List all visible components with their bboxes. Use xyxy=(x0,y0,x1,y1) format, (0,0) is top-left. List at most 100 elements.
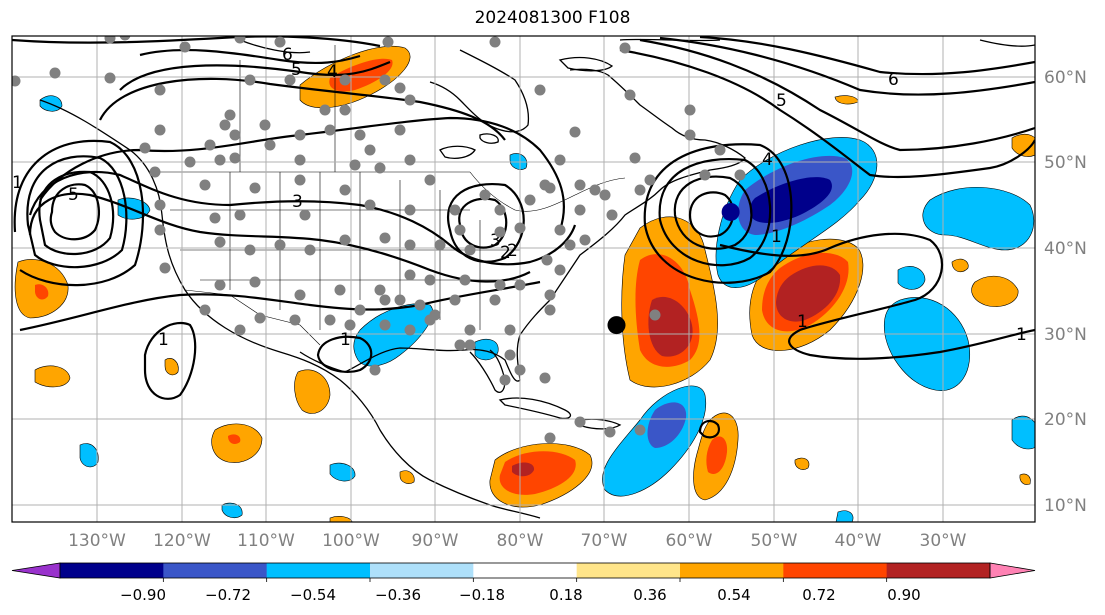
lon-label: 100°W xyxy=(322,531,380,551)
station-marker xyxy=(539,372,551,384)
station-marker xyxy=(699,169,711,181)
contour-label: 1 xyxy=(1016,325,1027,345)
station-marker xyxy=(464,324,476,336)
station-marker xyxy=(364,199,376,211)
contour-label: 6 xyxy=(888,70,899,90)
station-marker xyxy=(304,244,316,256)
longitude-labels: 130°W 120°W 110°W 100°W 90°W 80°W 70°W 6… xyxy=(68,531,967,551)
contour-label: 1 xyxy=(771,227,782,247)
station-marker xyxy=(574,416,586,428)
north-america-coastline xyxy=(39,99,541,519)
highlight-marker-navy xyxy=(721,202,740,221)
station-marker xyxy=(634,184,646,196)
station-marker xyxy=(219,119,231,131)
map-title: 2024081300 F108 xyxy=(474,8,631,28)
station-marker xyxy=(619,42,631,54)
station-marker xyxy=(104,72,116,84)
station-marker xyxy=(234,209,246,221)
station-marker xyxy=(554,224,566,236)
colorbar-tick-label: 0.72 xyxy=(802,586,835,604)
station-marker xyxy=(119,36,131,41)
station-markers xyxy=(12,36,746,444)
station-marker xyxy=(524,194,536,206)
lon-label: 110°W xyxy=(237,531,295,551)
latitude-labels: 60°N 50°N 40°N 30°N 20°N 10°N xyxy=(1044,68,1087,516)
station-marker xyxy=(579,234,591,246)
colorbar-segment xyxy=(680,563,784,578)
colorbar-tick-label: −0.72 xyxy=(205,586,251,604)
station-marker xyxy=(214,154,226,166)
station-marker xyxy=(229,129,241,141)
station-marker xyxy=(589,184,601,196)
colorbar-tick-label: −0.90 xyxy=(120,586,166,604)
lat-label: 40°N xyxy=(1044,239,1087,259)
station-marker xyxy=(514,364,526,376)
station-marker xyxy=(629,152,641,164)
colorbar-extend-high xyxy=(989,562,1036,579)
station-marker xyxy=(464,339,476,351)
station-marker xyxy=(449,294,461,306)
station-marker xyxy=(479,189,491,201)
coastlines xyxy=(39,38,1035,519)
station-marker xyxy=(104,36,116,44)
station-marker xyxy=(324,124,336,136)
colorbar-tick-label: 0.54 xyxy=(717,586,750,604)
station-marker xyxy=(214,279,226,291)
station-marker xyxy=(199,179,211,191)
station-marker xyxy=(204,139,216,151)
contour-label: 6 xyxy=(282,45,293,65)
station-marker xyxy=(274,239,286,251)
lat-label: 20°N xyxy=(1044,410,1087,430)
contour-label: 3 xyxy=(292,192,303,212)
colorbar-segment xyxy=(163,563,268,578)
station-marker xyxy=(229,152,241,164)
station-marker xyxy=(154,224,166,236)
station-marker xyxy=(574,179,586,191)
station-marker xyxy=(49,67,61,79)
contour-label: 4 xyxy=(327,62,338,82)
station-marker xyxy=(394,294,406,306)
station-marker xyxy=(284,74,296,86)
station-marker xyxy=(604,426,616,438)
colorbar-tick-label: 0.18 xyxy=(549,586,582,604)
station-marker xyxy=(339,184,351,196)
lon-label: 30°W xyxy=(920,531,967,551)
station-marker xyxy=(209,212,221,224)
colorbar-segment xyxy=(783,563,888,578)
station-marker xyxy=(274,36,286,48)
station-marker xyxy=(734,169,746,181)
station-marker xyxy=(379,74,391,86)
station-marker xyxy=(449,204,461,216)
station-marker xyxy=(354,129,366,141)
station-marker xyxy=(514,222,526,234)
station-marker xyxy=(544,432,556,444)
station-marker xyxy=(224,109,236,121)
station-marker xyxy=(159,262,171,274)
station-marker xyxy=(339,104,351,116)
station-marker xyxy=(294,289,306,301)
contour-label: 2 xyxy=(507,241,518,261)
map-frame xyxy=(11,35,1036,523)
station-marker xyxy=(534,84,546,96)
station-marker xyxy=(644,174,656,186)
station-marker xyxy=(259,119,271,131)
station-marker xyxy=(334,284,346,296)
station-marker xyxy=(499,374,511,386)
station-marker xyxy=(364,144,376,156)
station-marker xyxy=(494,204,506,216)
station-marker xyxy=(489,36,501,48)
station-marker xyxy=(599,189,611,201)
station-marker xyxy=(459,274,471,286)
station-marker xyxy=(354,304,366,316)
highlight-marker-black xyxy=(607,316,626,335)
contour-label: 1 xyxy=(797,312,808,332)
colorbar-segment xyxy=(886,563,991,578)
lon-label: 90°W xyxy=(412,531,459,551)
colorbar-tick-label: 0.36 xyxy=(633,586,666,604)
station-marker xyxy=(234,36,246,44)
station-marker xyxy=(374,284,386,296)
station-marker xyxy=(12,75,21,87)
station-marker xyxy=(339,234,351,246)
station-marker xyxy=(249,276,261,288)
colorbar-segment xyxy=(266,563,371,578)
